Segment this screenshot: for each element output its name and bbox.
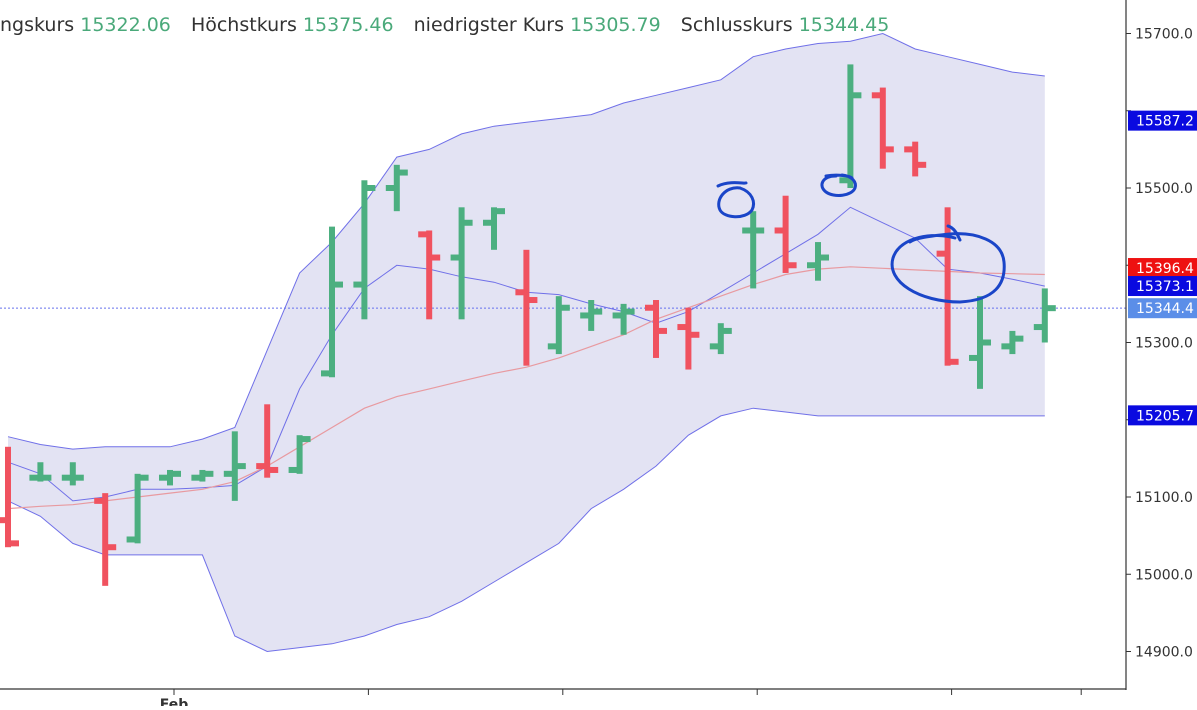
ohlc-bar[interactable]	[483, 207, 505, 250]
ohlc-bar[interactable]	[580, 300, 603, 331]
svg-text:15373.1: 15373.1	[1136, 279, 1194, 295]
ohlc-bar[interactable]	[936, 207, 959, 366]
price-label-layer: 15587.2 15396.4 15373.1 15344.4 15205.7	[1128, 110, 1197, 426]
svg-text:15344.4: 15344.4	[1136, 301, 1194, 317]
moving-average-line	[7, 266, 1045, 510]
price-label: 15396.4	[1128, 258, 1197, 279]
open-value: 15322.06	[80, 14, 171, 36]
bollinger-upper-line	[7, 32, 1045, 450]
y-tick-label: 15300.0	[1135, 336, 1193, 352]
ohlc-header: ngskurs 15322.06 Höchstkurs 15375.46 nie…	[0, 14, 903, 36]
ohlc-bar[interactable]	[677, 307, 700, 370]
ohlc-bar[interactable]	[904, 141, 927, 177]
ohlc-bar[interactable]	[94, 493, 117, 586]
ohlc-bar[interactable]	[159, 469, 181, 486]
ohlc-bar[interactable]	[515, 249, 538, 366]
annotation-circle-1	[716, 181, 755, 219]
high-label: Höchstkurs	[190, 14, 297, 36]
ohlc-bar[interactable]	[547, 296, 570, 355]
high-value: 15375.46	[302, 14, 394, 36]
ohlc-bar[interactable]	[385, 164, 408, 212]
ohlc-bar[interactable]	[1001, 330, 1024, 355]
annotation-circle-3	[890, 224, 1006, 304]
svg-text:15396.4: 15396.4	[1136, 261, 1194, 277]
ohlc-bar[interactable]	[353, 180, 376, 320]
ohlc-bar[interactable]	[288, 435, 311, 474]
y-tick-label: 15100.0	[1135, 490, 1193, 506]
ohlc-bar[interactable]	[321, 226, 343, 378]
x-tick-label: Feb	[160, 697, 189, 706]
ohlc-bar[interactable]	[742, 211, 765, 289]
ohlc-bars-layer	[0, 64, 1056, 586]
low-value: 15305.79	[570, 14, 661, 36]
price-label: 15205.7	[1128, 405, 1197, 426]
annotation-circle-2	[820, 173, 857, 197]
y-tick-label: 14900.0	[1135, 645, 1193, 661]
ohlc-bar[interactable]	[418, 230, 441, 320]
ohlc-bar[interactable]	[29, 462, 52, 482]
ohlc-bar[interactable]	[223, 431, 246, 501]
ohlc-bar[interactable]	[256, 404, 279, 478]
ohlc-bar[interactable]	[126, 473, 149, 544]
ohlc-bar[interactable]	[774, 195, 797, 273]
ohlc-bar[interactable]	[871, 87, 894, 169]
ohlc-bar[interactable]	[1033, 288, 1056, 343]
ohlc-bar[interactable]	[61, 462, 84, 486]
moving-average-layer	[7, 266, 1045, 510]
y-tick-label: 15000.0	[1135, 567, 1193, 583]
ohlc-bar[interactable]	[839, 64, 862, 188]
low-label: niedrigster Kurs	[413, 14, 565, 36]
y-tick-layer: 14900.0 15000.0 15100.0 15300.0 15500.0 15700…	[1126, 27, 1193, 661]
ohlc-bar[interactable]	[969, 296, 991, 389]
annotation-layer	[716, 173, 1006, 304]
price-label: 15344.4	[1128, 298, 1197, 319]
close-value: 15344.45	[798, 14, 890, 36]
ohlc-bar[interactable]	[612, 303, 635, 335]
svg-text:15205.7: 15205.7	[1136, 408, 1194, 424]
price-label: 15373.1	[1128, 276, 1197, 297]
price-label: 15587.2	[1128, 110, 1197, 131]
ohlc-bar[interactable]	[450, 207, 473, 320]
ohlc-bar[interactable]	[645, 300, 667, 358]
ohlc-bar[interactable]	[191, 469, 214, 482]
y-tick-label: 15500.0	[1135, 181, 1193, 197]
ohlc-bar[interactable]	[709, 323, 732, 355]
ohlc-bar[interactable]	[807, 242, 829, 281]
y-tick-label: 15700.0	[1135, 27, 1193, 43]
close-label: Schlusskurs	[680, 14, 793, 36]
bollinger-lower-line	[7, 407, 1045, 653]
ohlc-bar[interactable]	[0, 446, 19, 548]
svg-text:15587.2: 15587.2	[1136, 114, 1194, 130]
open-label: ngskurs	[0, 14, 75, 36]
